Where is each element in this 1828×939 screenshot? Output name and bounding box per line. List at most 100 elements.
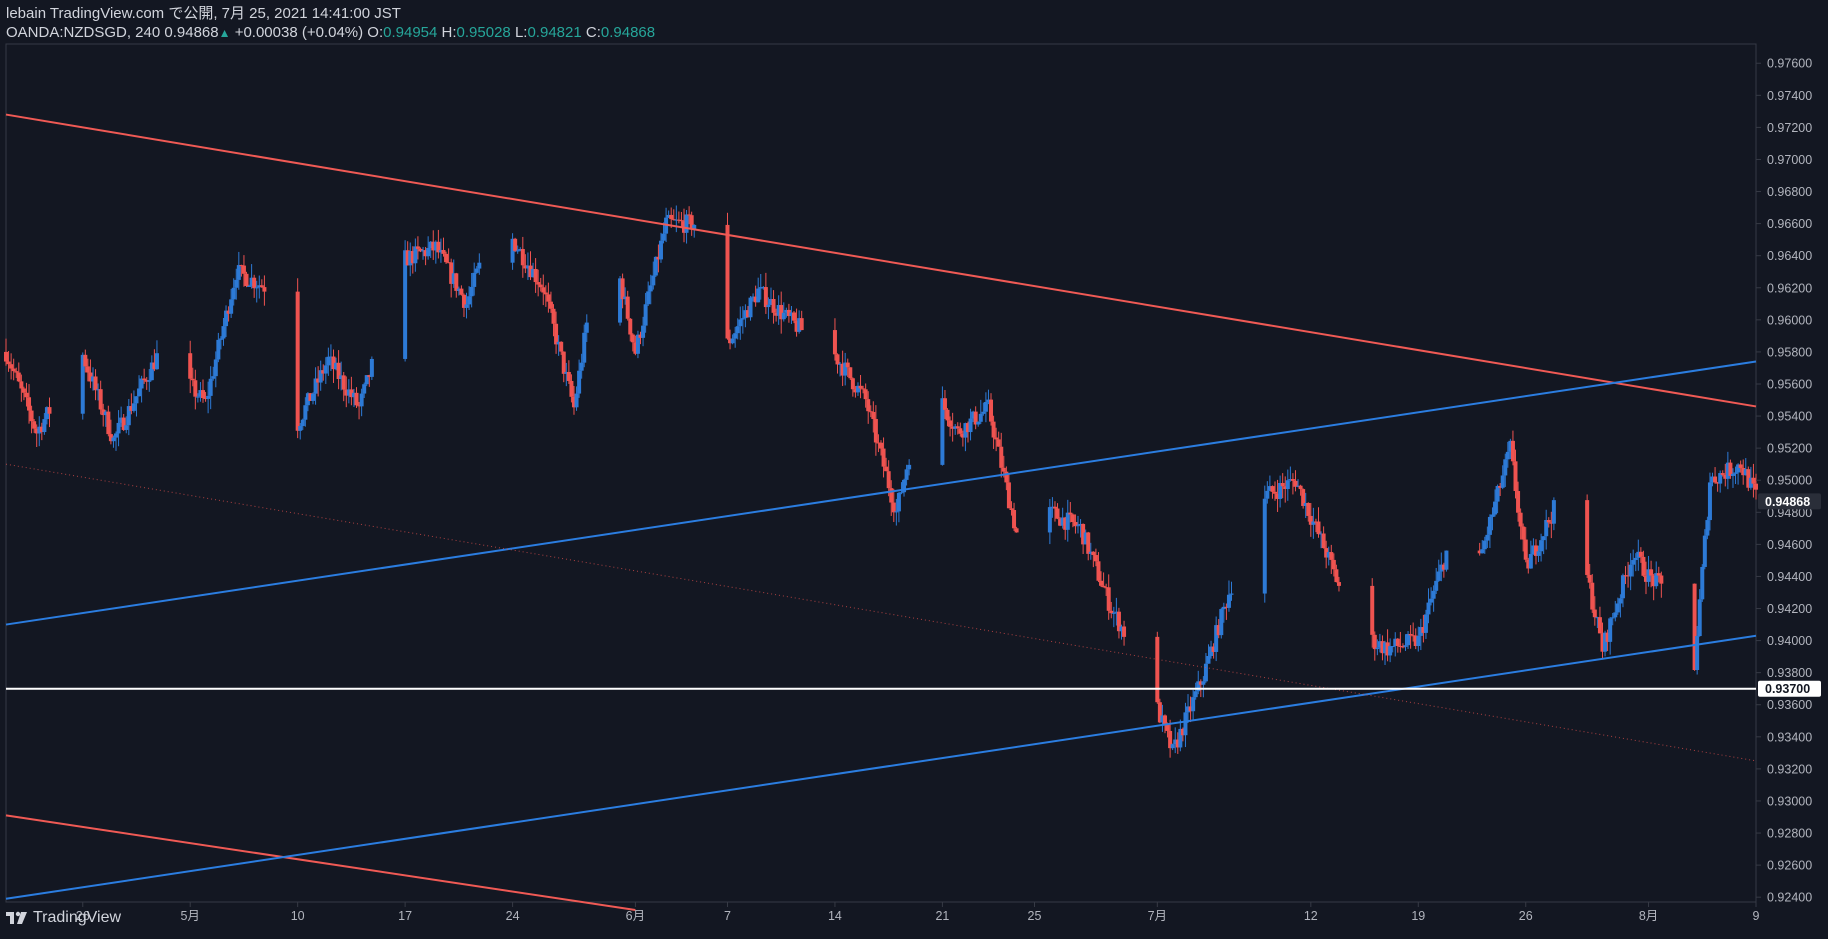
candle-body [689, 215, 694, 230]
symbol-label[interactable]: OANDA:NZDSGD, 240 [6, 24, 161, 41]
candle-body [1219, 609, 1224, 636]
candle-body [1416, 635, 1421, 646]
candle-body [618, 278, 623, 323]
candle-body [1178, 728, 1183, 748]
candle-body [546, 294, 551, 302]
candle-body [1372, 634, 1377, 650]
candle-body [648, 285, 653, 292]
footer-brand: TradingView [6, 909, 121, 927]
x-tick-label: 5月 [180, 909, 199, 923]
candle-body [940, 398, 945, 465]
candle-body [1375, 647, 1380, 650]
candle-body [1646, 569, 1651, 582]
candle-body [1065, 512, 1070, 530]
candle-body [241, 265, 246, 274]
candle-body [684, 214, 689, 233]
price-label: 0.93700 [1758, 680, 1821, 697]
candle-body [129, 406, 134, 411]
candle-body [1710, 476, 1715, 483]
candle-body [436, 241, 441, 253]
candle-body [559, 341, 564, 352]
open-label: O: [367, 24, 384, 41]
chart-header: lebain TradingView.com で公開, 7月 25, 2021 … [6, 4, 655, 43]
x-tick-label: 8月 [1639, 909, 1658, 923]
candle-body [960, 433, 965, 438]
candle-body [1119, 626, 1124, 632]
candle-body [1736, 464, 1741, 473]
y-tick-label: 0.95800 [1767, 345, 1812, 359]
candle-body [1088, 551, 1093, 554]
candle-body [740, 318, 745, 320]
price-change: +0.00038 (+0.04%) [234, 24, 364, 41]
y-tick-label: 0.92400 [1767, 891, 1812, 905]
price-label-box [1758, 680, 1821, 697]
candle-body [1733, 472, 1738, 474]
candle-body [538, 284, 543, 288]
candle-body [651, 275, 656, 286]
candle-body [262, 287, 267, 292]
candle-body [1209, 646, 1214, 657]
candle-body [1306, 503, 1311, 516]
candle-body [958, 428, 963, 434]
candle-body [1628, 564, 1633, 577]
candle-body [894, 511, 899, 513]
candle-body [1498, 485, 1503, 488]
candle-body [792, 312, 797, 321]
candle-body [357, 405, 362, 407]
candle-body [554, 323, 559, 345]
candle-body [579, 362, 584, 371]
candle-body [725, 224, 730, 339]
candle-body [1191, 697, 1196, 712]
candle-body [786, 309, 791, 317]
y-tick-label: 0.96800 [1767, 185, 1812, 199]
candle-body [1720, 473, 1725, 475]
candle-body [1638, 551, 1643, 557]
candle-body [1214, 625, 1219, 652]
candle-body [848, 367, 853, 379]
candle-body [1278, 482, 1283, 499]
candle-body [735, 326, 740, 334]
candle-body [198, 390, 203, 397]
candle-body [1431, 590, 1436, 599]
y-tick-label: 0.96600 [1767, 217, 1812, 231]
candle-body [1610, 617, 1615, 619]
candle-body [1216, 625, 1221, 636]
candle-body [1615, 603, 1620, 613]
candle-body [571, 396, 576, 408]
candle-body [1073, 522, 1078, 527]
candle-body [1585, 500, 1590, 575]
candle-body [1224, 606, 1229, 608]
candle-body [244, 273, 249, 286]
candle-body [1380, 641, 1385, 654]
candle-body [1155, 636, 1160, 703]
candle-body [1288, 479, 1293, 481]
candle-body [1651, 575, 1656, 587]
candle-body [341, 375, 346, 390]
candle-body [408, 251, 413, 266]
candle-body [679, 220, 684, 222]
candle-body [1536, 551, 1541, 556]
candle-body [1403, 645, 1408, 647]
candle-body [1173, 739, 1178, 745]
candle-body [1165, 724, 1170, 731]
candle-body [1114, 611, 1119, 613]
candle-body [313, 378, 318, 394]
candle-body [1109, 610, 1114, 614]
candle-body [623, 296, 628, 300]
candle-body [1702, 535, 1707, 567]
candle-body [423, 250, 428, 257]
candle-body [1001, 467, 1006, 472]
candle-body [1503, 459, 1508, 476]
price-label-text: 0.93700 [1765, 682, 1810, 696]
x-tick-label: 9 [1753, 909, 1760, 923]
candle-body [346, 389, 351, 396]
candle-body [1633, 557, 1638, 561]
candle-body [1429, 598, 1434, 603]
candle-body [1393, 638, 1398, 647]
candle-body [763, 287, 768, 308]
candle-body [907, 464, 912, 470]
candle-body [1280, 482, 1285, 487]
candle-body [1050, 506, 1055, 508]
x-tick-label: 10 [291, 909, 305, 923]
